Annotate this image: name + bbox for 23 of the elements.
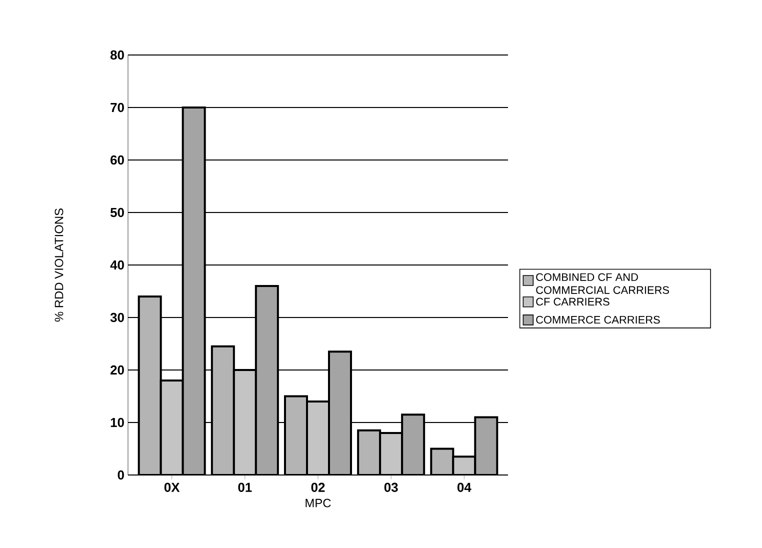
x-axis-title: MPC [306,498,331,508]
x-tick-label: 02 [311,482,325,492]
x-tick-label: 03 [384,482,398,492]
bar [182,108,205,475]
y-axis-title: % RDD VIOLATIONS [54,208,64,322]
bar [256,286,278,475]
legend-label: COMMERCE CARRIERS [536,316,660,324]
x-tick-label: 04 [457,482,472,492]
x-tick-label: 0X [164,482,180,492]
y-tick-label: 40 [110,260,124,270]
y-tick-label: 50 [110,208,124,218]
legend-label: CF CARRIERS [536,298,610,306]
bar [329,352,352,475]
y-tick-label: 70 [110,102,124,112]
y-tick-label: 0 [118,470,124,480]
y-tick-label: 30 [110,312,124,322]
y-tick-label: 20 [110,365,124,375]
legend-label: COMBINED CF AND COMMERCIAL CARRIERS [536,273,670,294]
y-tick-label: 10 [110,418,124,428]
bar [138,296,161,475]
y-tick-label: 60 [110,155,124,165]
x-tick-label: 01 [238,482,252,492]
y-tick-label: 80 [110,50,124,60]
